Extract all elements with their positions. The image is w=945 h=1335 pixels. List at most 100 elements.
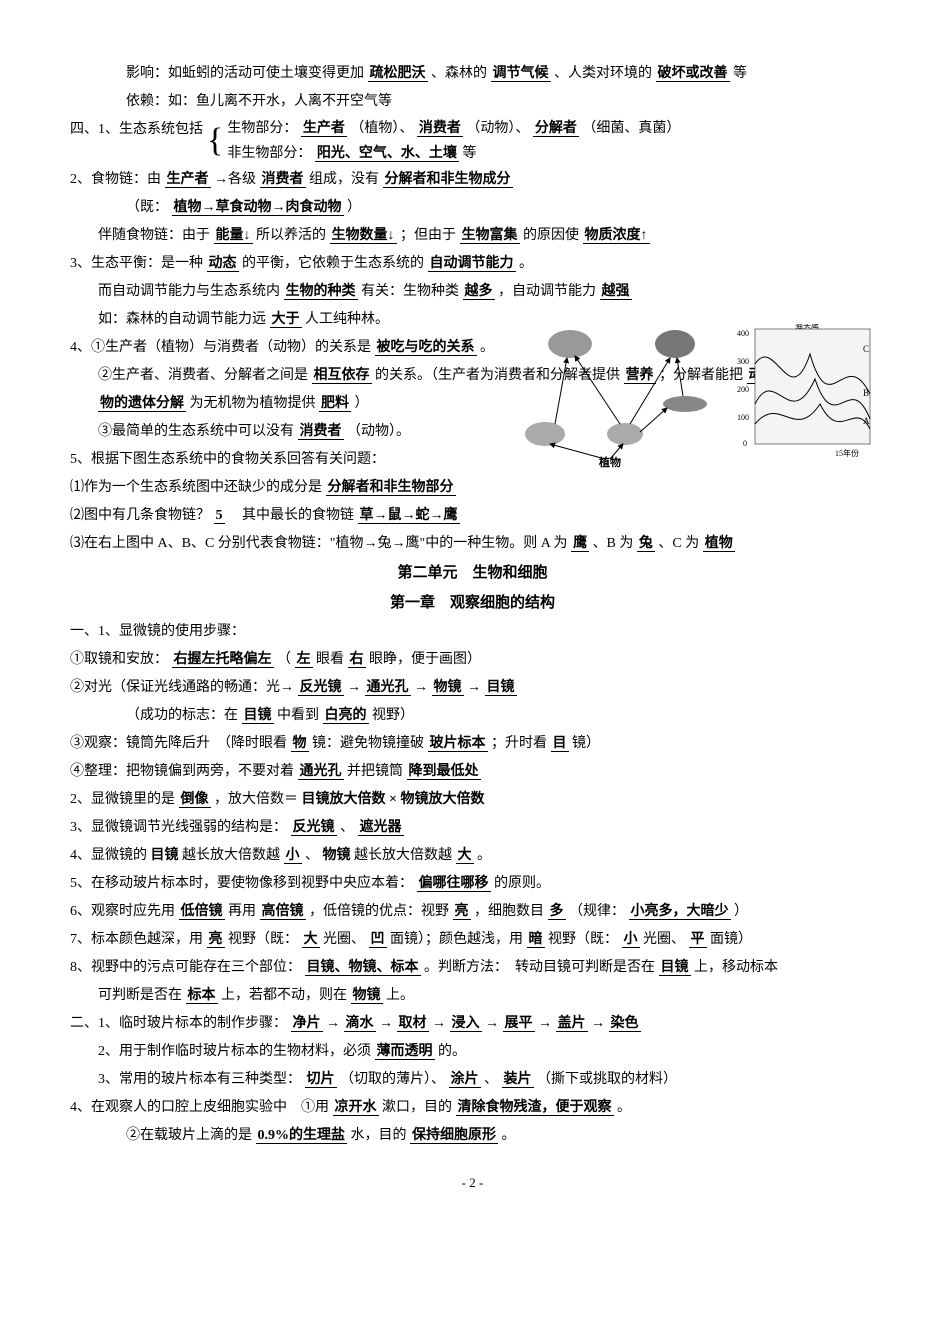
text: 。	[477, 848, 491, 863]
text: ，放大倍数＝	[214, 792, 298, 807]
microscope-3: 3、显微镜调节光线强弱的结构是： 反光镜 、 遮光器	[70, 814, 875, 842]
text: 依赖：如：鱼儿离不开水，人离不开空气等	[126, 94, 392, 109]
food-chain: 2、食物链：由 生产者 →各级 消费者 组成，没有 分解者和非生物成分	[70, 166, 875, 194]
text: 所以养活的	[256, 228, 326, 243]
ylabel: 200	[737, 385, 749, 394]
blank: 阳光、空气、水、土壤	[315, 146, 459, 162]
blank: 凹	[369, 932, 387, 948]
eco-balance: 3、生态平衡：是一种 动态 的平衡，它依赖于生态系统的 自动调节能力 。	[70, 250, 875, 278]
text: →	[326, 1016, 340, 1031]
blank: 消费者	[417, 121, 463, 137]
blank: 展平	[503, 1016, 535, 1032]
text: 组成，没有	[309, 172, 379, 187]
text: ④整理：把物镜偏到两旁，不要对着	[70, 764, 294, 779]
text: →	[467, 680, 481, 695]
text: 人工纯种林。	[305, 312, 389, 327]
text: →	[538, 1016, 552, 1031]
blank: 亮	[453, 904, 471, 920]
blank: 大	[456, 848, 474, 864]
text: ⑵图中有几条食物链？	[70, 508, 210, 523]
blank: 反光镜	[298, 680, 344, 696]
brace-icon: {	[207, 124, 223, 158]
blank: 取材	[397, 1016, 429, 1032]
chapter-title: 第一章 观察细胞的结构	[70, 588, 875, 618]
text: ②在载玻片上滴的是	[126, 1128, 252, 1143]
blank: 消费者	[260, 172, 306, 188]
page-number: - 2 -	[70, 1170, 875, 1196]
series-label: C	[863, 344, 869, 354]
mouth-cell-2: ②在载玻片上滴的是 0.9%的生理盐 水，目的 保持细胞原形 。	[70, 1122, 875, 1150]
bold: 物镜	[323, 848, 351, 863]
text: →	[379, 1016, 393, 1031]
text: 漱口，目的	[382, 1100, 452, 1115]
text: 。	[519, 256, 533, 271]
blank: 亮	[207, 932, 225, 948]
blank: 滴水	[344, 1016, 376, 1032]
microscope-2: 2、显微镜里的是 倒像 ，放大倍数＝ 目镜放大倍数 × 物镜放大倍数	[70, 786, 875, 814]
slide-prep: 二、1、临时玻片标本的制作步骤： 净片 → 滴水 → 取材 → 浸入 → 展平 …	[70, 1010, 875, 1038]
text: （	[277, 652, 291, 667]
population-graph: 400 300 200 100 0 15年份 C B A 猫头鹰	[735, 324, 875, 464]
series-label: B	[863, 388, 869, 398]
blank: 分解者	[533, 121, 579, 137]
text: 、人类对环境的	[554, 66, 652, 81]
text: （切取的薄片）、	[340, 1072, 445, 1087]
text: 、森林的	[431, 66, 487, 81]
text: 光圈、	[323, 932, 365, 947]
blank: 破坏或改善	[656, 66, 730, 82]
text: 。	[502, 1128, 516, 1143]
q5-1: ⑴作为一个生态系统图中还缺少的成分是 分解者和非生物部分	[70, 474, 875, 502]
blank: 小	[622, 932, 640, 948]
step-2b: （成功的标志：在 目镜 中看到 白亮的 视野）	[70, 702, 875, 730]
text: 越长放大倍数越	[182, 848, 280, 863]
text: 的原则。	[494, 876, 550, 891]
blank: 相互依存	[312, 368, 372, 384]
text: ）	[347, 200, 361, 215]
text: 伴随食物链：由于	[98, 228, 210, 243]
text: ⑶在右上图中 A、B、C 分别代表食物链："植物→兔→鹰"中的一种生物。则 A …	[70, 536, 568, 551]
text: 的平衡，它依赖于生态系统的	[242, 256, 424, 271]
text: 为无机物为植物提供	[190, 396, 316, 411]
blank: 目镜	[242, 708, 274, 724]
text: 3、显微镜调节光线强弱的结构是：	[70, 820, 287, 835]
text: →各级	[214, 172, 256, 187]
text: （植物）、	[350, 121, 413, 136]
text: ，自动调节能力	[498, 284, 596, 299]
text: →	[432, 1016, 446, 1031]
blank: 浸入	[450, 1016, 482, 1032]
blank: 装片	[502, 1072, 534, 1088]
lead: 四、1、生态系统包括	[70, 116, 203, 166]
blank: 越强	[600, 284, 632, 300]
bold: 目镜	[151, 848, 179, 863]
text: 眼睁，便于画图）	[369, 652, 481, 667]
q5-3: ⑶在右上图中 A、B、C 分别代表食物链："植物→兔→鹰"中的一种生物。则 A …	[70, 530, 875, 558]
blank: 生产者	[301, 121, 347, 137]
blank: 白亮的	[323, 708, 369, 724]
blank: 大	[302, 932, 320, 948]
figure-block: 4、①生产者（植物）与消费者（动物）的关系是 被吃与吃的关系 。 ②生产者、消费…	[70, 334, 875, 558]
text: 再用	[228, 904, 256, 919]
text: 如：森林的自动调节能力远	[98, 312, 266, 327]
blank: 0.9%的生理盐	[256, 1128, 348, 1144]
blank: 涂片	[449, 1072, 481, 1088]
text: ，低倍镜的优点：视野	[309, 904, 449, 919]
text: →	[347, 680, 361, 695]
text: ②对光（保证光线通路的畅通：光→	[70, 680, 294, 695]
text: →	[414, 680, 428, 695]
text: ①取镜和安放：	[70, 652, 168, 667]
text: 中看到	[277, 708, 319, 723]
blank: 生物富集	[460, 228, 520, 244]
step-2: ②对光（保证光线通路的畅通：光→ 反光镜 → 通光孔 → 物镜 → 目镜	[70, 674, 875, 702]
text: 非生物部分：	[227, 146, 311, 161]
blank: 调节气候	[491, 66, 551, 82]
blank: 右握左托略偏左	[172, 652, 274, 668]
blank: 反光镜	[291, 820, 337, 836]
blank: 标本	[186, 988, 218, 1004]
formula: 目镜放大倍数 × 物镜放大倍数	[302, 792, 485, 807]
text: 、	[305, 848, 319, 863]
text: ）	[355, 396, 369, 411]
text: （既：	[126, 200, 168, 215]
food-web-diagram: 植物	[515, 324, 725, 474]
microscope-7: 7、标本颜色越深，用 亮 视野（既： 大 光圈、 凹 面镜）；颜色越浅，用 暗 …	[70, 926, 875, 954]
blank: 玻片标本	[428, 736, 488, 752]
